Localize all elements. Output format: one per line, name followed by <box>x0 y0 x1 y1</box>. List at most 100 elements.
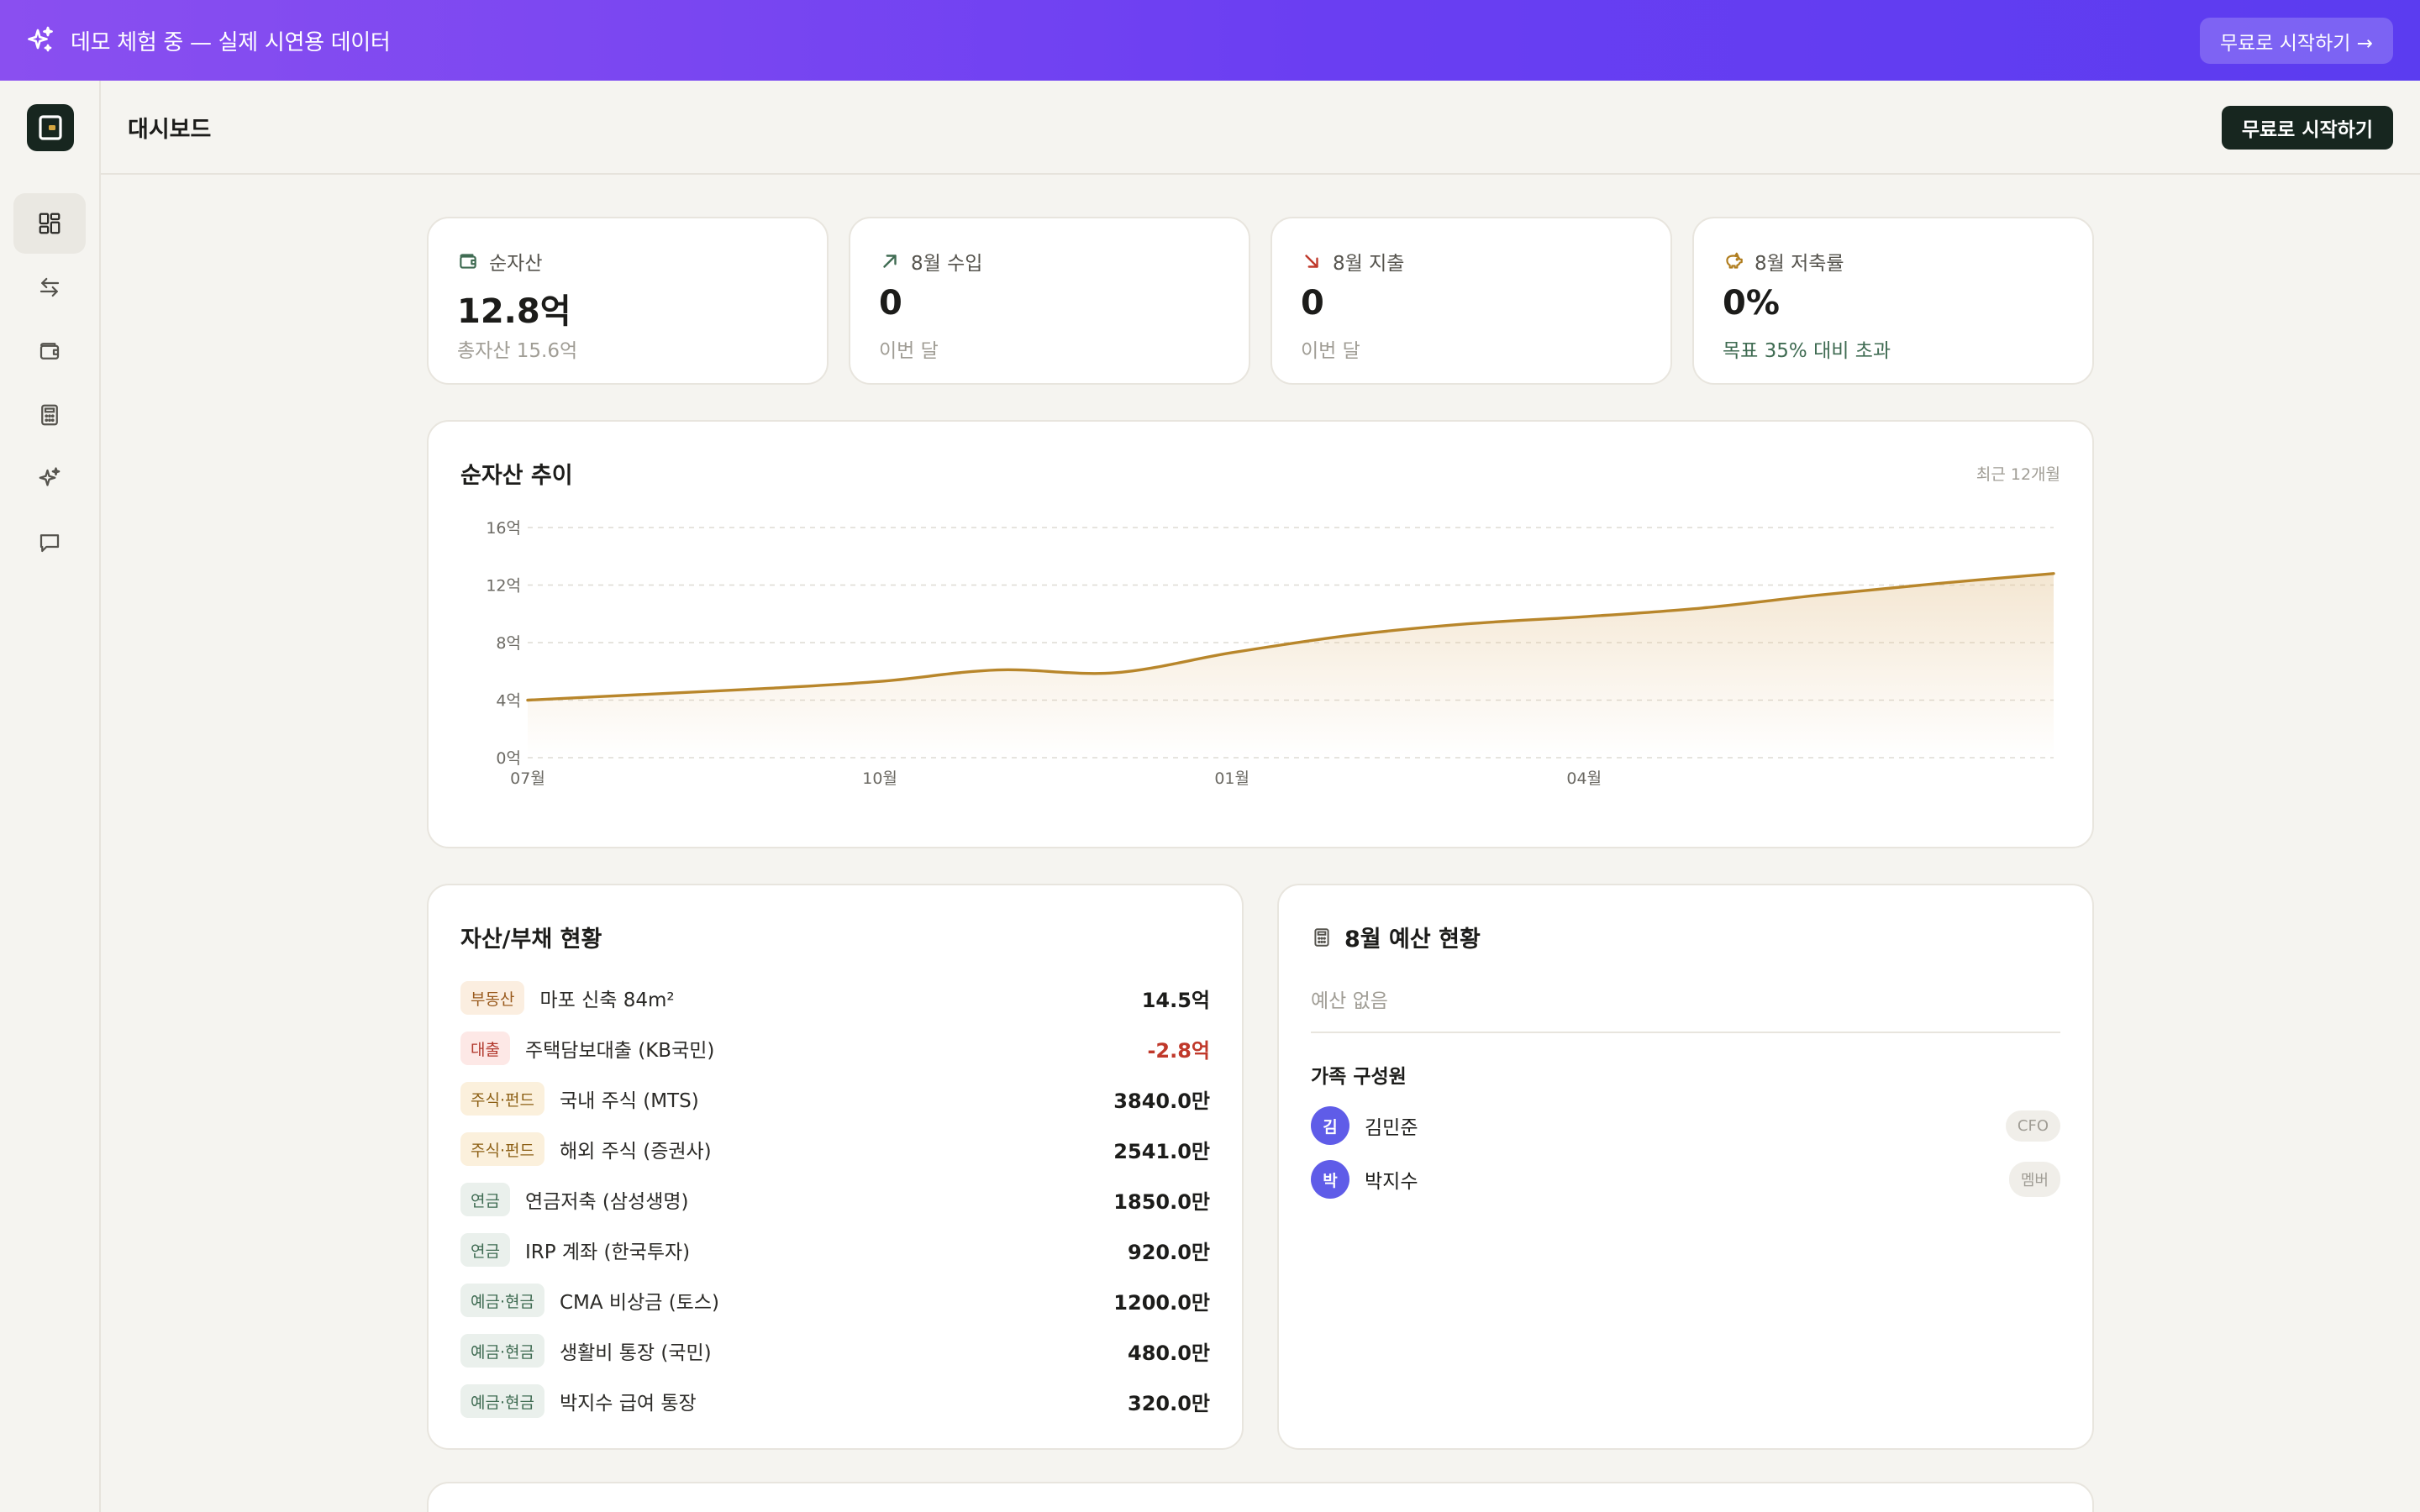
category-tag: 연금 <box>460 1183 510 1216</box>
asset-name: CMA 비상금 (토스) <box>559 1292 719 1314</box>
banner-start-free-button[interactable]: 무료로 시작하기 → <box>2199 18 2393 64</box>
piggy-bank-icon <box>1726 252 1743 269</box>
asset-row[interactable]: 연금 연금저축 (삼성생명) 1850.0만 <box>460 1181 1210 1218</box>
y-tick-label: 16억 <box>486 519 521 538</box>
next-section-card <box>427 1482 2094 1512</box>
wallet-icon <box>460 254 476 269</box>
arrow-down-right-icon <box>1305 255 1318 268</box>
asset-value: 480.0만 <box>1128 1341 1210 1365</box>
sparkles-icon <box>39 467 60 486</box>
asset-row[interactable]: 부동산 마포 신축 84m² 14.5억 <box>460 979 1210 1016</box>
sidebar-item-budget[interactable] <box>13 385 86 445</box>
asset-value: 920.0만 <box>1128 1240 1210 1264</box>
kpi-label: 8월 수입 <box>911 253 983 275</box>
sidebar-item-chat[interactable] <box>13 512 86 573</box>
kpi-sub: 이번 달 <box>879 340 939 362</box>
asset-name: 마포 신축 84m² <box>539 990 675 1011</box>
net-worth-chart-card: 순자산 추이 최근 12개월 0억 4억 8억 12억 16억 07월 10월 01월 04월 <box>427 420 2094 848</box>
category-tag: 주식·펀드 <box>460 1132 544 1166</box>
calculator-icon <box>1314 927 1329 947</box>
category-tag: 주식·펀드 <box>460 1082 544 1116</box>
avatar: 박 <box>1311 1160 1349 1199</box>
kpi-card-net-worth: 순자산 12.8억 총자산 15.6억 <box>427 217 829 385</box>
budget-title: 8월 예산 현황 <box>1344 927 1481 953</box>
demo-banner-text: 데모 체험 중 — 실제 시연용 데이터 <box>71 29 391 55</box>
dashboard-icon <box>39 213 60 234</box>
asset-name: 주택담보대출 (KB국민) <box>524 1040 715 1062</box>
budget-card: 8월 예산 현황 예산 없음 가족 구성원 김 김민준 CFO 박 박지수 멤버 <box>1277 884 2094 1450</box>
member-row[interactable]: 박 박지수 멤버 <box>1311 1159 2060 1200</box>
category-tag: 대출 <box>460 1032 510 1065</box>
kpi-card-savings-rate: 8월 저축률 0% 목표 35% 대비 초과 <box>1692 217 2094 385</box>
asset-row[interactable]: 주식·펀드 해외 주식 (증권사) 2541.0만 <box>460 1131 1210 1168</box>
category-tag: 부동산 <box>460 981 525 1015</box>
asset-value: 3840.0만 <box>1113 1089 1210 1113</box>
kpi-value: 0% <box>1723 284 1780 323</box>
budget-empty-text: 예산 없음 <box>1311 990 1388 1012</box>
header-start-free-button[interactable]: 무료로 시작하기 <box>2221 106 2393 150</box>
category-tag: 예금·현금 <box>460 1334 544 1368</box>
asset-row[interactable]: 예금·현금 박지수 급여 통장 320.0만 <box>460 1383 1210 1420</box>
sidebar-item-dashboard[interactable] <box>13 193 86 254</box>
asset-value: 2541.0만 <box>1113 1139 1210 1163</box>
member-name: 박지수 <box>1365 1171 1418 1193</box>
budget-title-row: 8월 예산 현황 <box>1311 921 1481 953</box>
category-tag: 예금·현금 <box>460 1284 544 1317</box>
asset-row[interactable]: 대출 주택담보대출 (KB국민) -2.8억 <box>460 1030 1210 1067</box>
sidebar-item-wallet[interactable] <box>13 321 86 381</box>
logo[interactable] <box>27 104 74 151</box>
kpi-value: 0 <box>1301 284 1324 323</box>
avatar: 김 <box>1311 1106 1349 1145</box>
sidebar-item-transactions[interactable] <box>13 257 86 318</box>
asset-value: -2.8억 <box>1147 1038 1210 1063</box>
kpi-sub: 총자산 15.6억 <box>457 340 578 362</box>
chat-icon <box>39 534 60 553</box>
asset-value: 1850.0만 <box>1113 1189 1210 1214</box>
asset-name: 국내 주식 (MTS) <box>559 1090 699 1112</box>
kpi-label: 순자산 <box>489 253 543 275</box>
y-tick-label: 0억 <box>496 749 521 768</box>
header: 대시보드 무료로 시작하기 <box>101 81 2420 175</box>
category-tag: 연금 <box>460 1233 510 1267</box>
sidebar <box>0 81 101 1512</box>
chart-range: 최근 12개월 <box>1975 465 2060 484</box>
member-name: 김민준 <box>1365 1117 1418 1139</box>
asset-name: 박지수 급여 통장 <box>559 1393 697 1415</box>
sparkles-icon <box>25 25 55 55</box>
role-badge: 멤버 <box>2008 1162 2060 1197</box>
kpi-card-income: 8월 수입 0 이번 달 <box>849 217 1250 385</box>
asset-name: IRP 계좌 (한국투자) <box>524 1242 691 1263</box>
kpi-value: 0 <box>879 284 902 323</box>
calculator-icon <box>41 404 58 426</box>
kpi-value: 12.8억 <box>457 292 571 331</box>
y-tick-label: 12억 <box>486 577 521 596</box>
x-tick-label: 07월 <box>510 769 545 788</box>
asset-row[interactable]: 주식·펀드 국내 주식 (MTS) 3840.0만 <box>460 1080 1210 1117</box>
asset-row[interactable]: 예금·현금 CMA 비상금 (토스) 1200.0만 <box>460 1282 1210 1319</box>
asset-value: 14.5억 <box>1141 988 1210 1012</box>
assets-title: 자산/부채 현황 <box>460 927 602 953</box>
x-tick-label: 01월 <box>1214 769 1249 788</box>
chart-title: 순자산 추이 <box>460 463 573 489</box>
category-tag: 예금·현금 <box>460 1384 544 1418</box>
role-badge: CFO <box>2005 1110 2060 1142</box>
series-line <box>526 572 2055 702</box>
kpi-card-expense: 8월 지출 0 이번 달 <box>1270 217 1672 385</box>
sidebar-item-ai[interactable] <box>13 449 86 509</box>
x-tick-label: 04월 <box>1566 769 1602 788</box>
kpi-sub: 목표 35% 대비 초과 <box>1723 340 1891 362</box>
y-tick-label: 8억 <box>496 634 521 653</box>
asset-name: 해외 주식 (증권사) <box>559 1141 712 1163</box>
asset-name: 생활비 통장 (국민) <box>559 1342 712 1364</box>
wallet-icon <box>39 343 60 360</box>
x-tick-label: 10월 <box>862 769 897 788</box>
asset-row[interactable]: 연금 IRP 계좌 (한국투자) 920.0만 <box>460 1231 1210 1268</box>
divider <box>1311 1032 2060 1033</box>
asset-name: 연금저축 (삼성생명) <box>524 1191 689 1213</box>
net-worth-chart: 0억 4억 8억 12억 16억 07월 10월 01월 04월 <box>486 519 2055 788</box>
page-title: 대시보드 <box>128 117 212 143</box>
member-row[interactable]: 김 김민준 CFO <box>1311 1105 2060 1146</box>
asset-row[interactable]: 예금·현금 생활비 통장 (국민) 480.0만 <box>460 1332 1210 1369</box>
asset-value: 320.0만 <box>1128 1391 1210 1415</box>
